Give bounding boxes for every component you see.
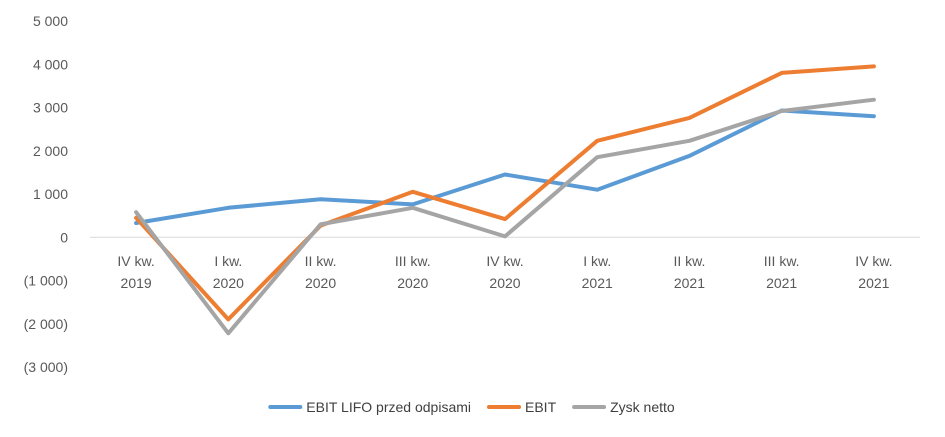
x-tick-label: IV kw. 2021 [855,253,892,291]
x-tick-label-line: 2020 [397,275,428,291]
x-tick-label-line: III kw. [395,253,431,269]
y-tick-label: 4 000 [33,56,68,72]
x-tick-label: I kw. 2021 [582,253,613,291]
x-tick-label-line: IV kw. [486,253,523,269]
y-tick-label: 1 000 [33,186,68,202]
x-tick-label: II kw. 2020 [305,253,337,291]
series-lines [134,64,876,336]
x-tick-label-line: 2019 [121,275,152,291]
y-tick-label: (2 000) [24,316,68,332]
x-tick-label: III kw. 2020 [395,253,431,291]
x-tick-label-line: II kw. [305,253,337,269]
y-tick-label: 3 000 [33,100,68,116]
legend-label: Zysk netto [610,399,675,415]
legend-label: EBIT LIFO przed odpisami [306,399,471,415]
y-axis-tick-labels: 5 000 4 000 3 000 2 000 1 000 0 (1 000) (2 000)… [24,13,69,375]
y-tick-label: (1 000) [24,273,68,289]
x-tick-label-line: 2021 [858,275,889,291]
series-line-2 [134,64,876,322]
y-tick-label: 0 [60,229,68,245]
x-tick-label-line: 2021 [766,275,797,291]
x-tick-label: III kw. 2021 [764,253,800,291]
x-tick-label: IV kw. 2019 [117,253,154,291]
x-axis-tick-labels: IV kw. 2019 I kw. 2020 II kw. 2020 III kw. 2020… [117,253,892,291]
legend: EBIT LIFO przed odpisami EBIT Zysk netto [268,399,675,415]
legend-label: EBIT [525,399,557,415]
x-tick-label-line: 2020 [305,275,336,291]
x-tick-label: IV kw. 2020 [486,253,523,291]
legend-item: EBIT LIFO przed odpisami [268,399,471,415]
legend-item: EBIT [487,399,557,415]
x-tick-label: I kw. 2020 [213,253,244,291]
y-tick-label: (3 000) [24,359,68,375]
x-tick-label-line: I kw. [583,253,611,269]
x-tick-label: II kw. 2021 [673,253,705,291]
series-line-1 [134,108,876,225]
x-tick-label-line: III kw. [764,253,800,269]
x-tick-label-line: 2020 [213,275,244,291]
y-tick-label: 2 000 [33,143,68,159]
x-tick-label-line: 2021 [582,275,613,291]
x-tick-label-line: IV kw. [855,253,892,269]
x-tick-label-line: II kw. [673,253,705,269]
x-tick-label-line: 2020 [489,275,520,291]
x-tick-label-line: 2021 [674,275,705,291]
x-tick-label-line: I kw. [214,253,242,269]
legend-item: Zysk netto [572,399,675,415]
series-line-3 [134,97,876,336]
x-tick-label-line: IV kw. [117,253,154,269]
y-tick-label: 5 000 [33,13,68,29]
